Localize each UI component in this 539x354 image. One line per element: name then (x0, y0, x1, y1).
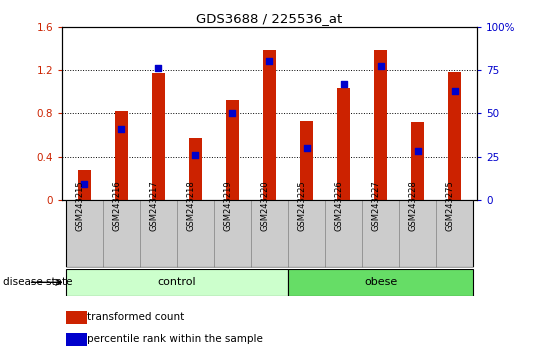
Bar (66, 200, 103, 267)
Bar (177, 200, 214, 267)
Text: transformed count: transformed count (87, 312, 184, 322)
Point (376, 64, 385, 69)
Text: GSM243225: GSM243225 (298, 180, 307, 231)
Bar (115, 111, 128, 200)
Text: GSM243218: GSM243218 (186, 180, 195, 231)
Text: disease state: disease state (3, 277, 72, 287)
Bar (399, 200, 436, 267)
Text: GSM243217: GSM243217 (149, 180, 158, 231)
Text: GSM243275: GSM243275 (446, 180, 455, 231)
Text: obese: obese (364, 277, 397, 287)
Point (265, 58, 274, 64)
Text: GSM243220: GSM243220 (260, 180, 270, 231)
Bar (103, 200, 140, 267)
Bar (263, 50, 276, 200)
Bar (288, 200, 325, 267)
Bar (189, 138, 202, 200)
Bar (251, 200, 288, 267)
Bar (226, 100, 239, 200)
Point (340, 81, 348, 87)
Bar (436, 200, 473, 267)
Text: GSM243216: GSM243216 (112, 180, 121, 231)
Point (117, 126, 126, 132)
Bar (152, 73, 165, 200)
Bar (140, 200, 177, 267)
Point (228, 110, 237, 116)
Bar (214, 200, 251, 267)
Text: GSM243228: GSM243228 (409, 180, 418, 231)
Point (80, 182, 88, 187)
Text: GSM243215: GSM243215 (75, 180, 84, 231)
Title: GDS3688 / 225536_at: GDS3688 / 225536_at (196, 12, 343, 25)
Point (154, 65, 163, 71)
Text: percentile rank within the sample: percentile rank within the sample (87, 335, 262, 344)
Point (413, 149, 422, 154)
Text: control: control (157, 277, 196, 287)
Bar (411, 122, 424, 200)
Bar (66, 269, 288, 296)
Bar (374, 50, 387, 200)
Point (302, 145, 311, 151)
Text: GSM243226: GSM243226 (335, 180, 344, 231)
Text: GSM243227: GSM243227 (372, 180, 381, 231)
Bar (288, 269, 473, 296)
Bar (448, 72, 461, 200)
Bar (78, 170, 91, 200)
Bar (337, 88, 350, 200)
Text: GSM243219: GSM243219 (224, 180, 232, 231)
Point (191, 152, 199, 158)
Bar (300, 121, 313, 200)
Bar (362, 200, 399, 267)
Bar (325, 200, 362, 267)
Point (451, 88, 459, 93)
Bar (66, 333, 87, 346)
Bar (66, 311, 87, 324)
